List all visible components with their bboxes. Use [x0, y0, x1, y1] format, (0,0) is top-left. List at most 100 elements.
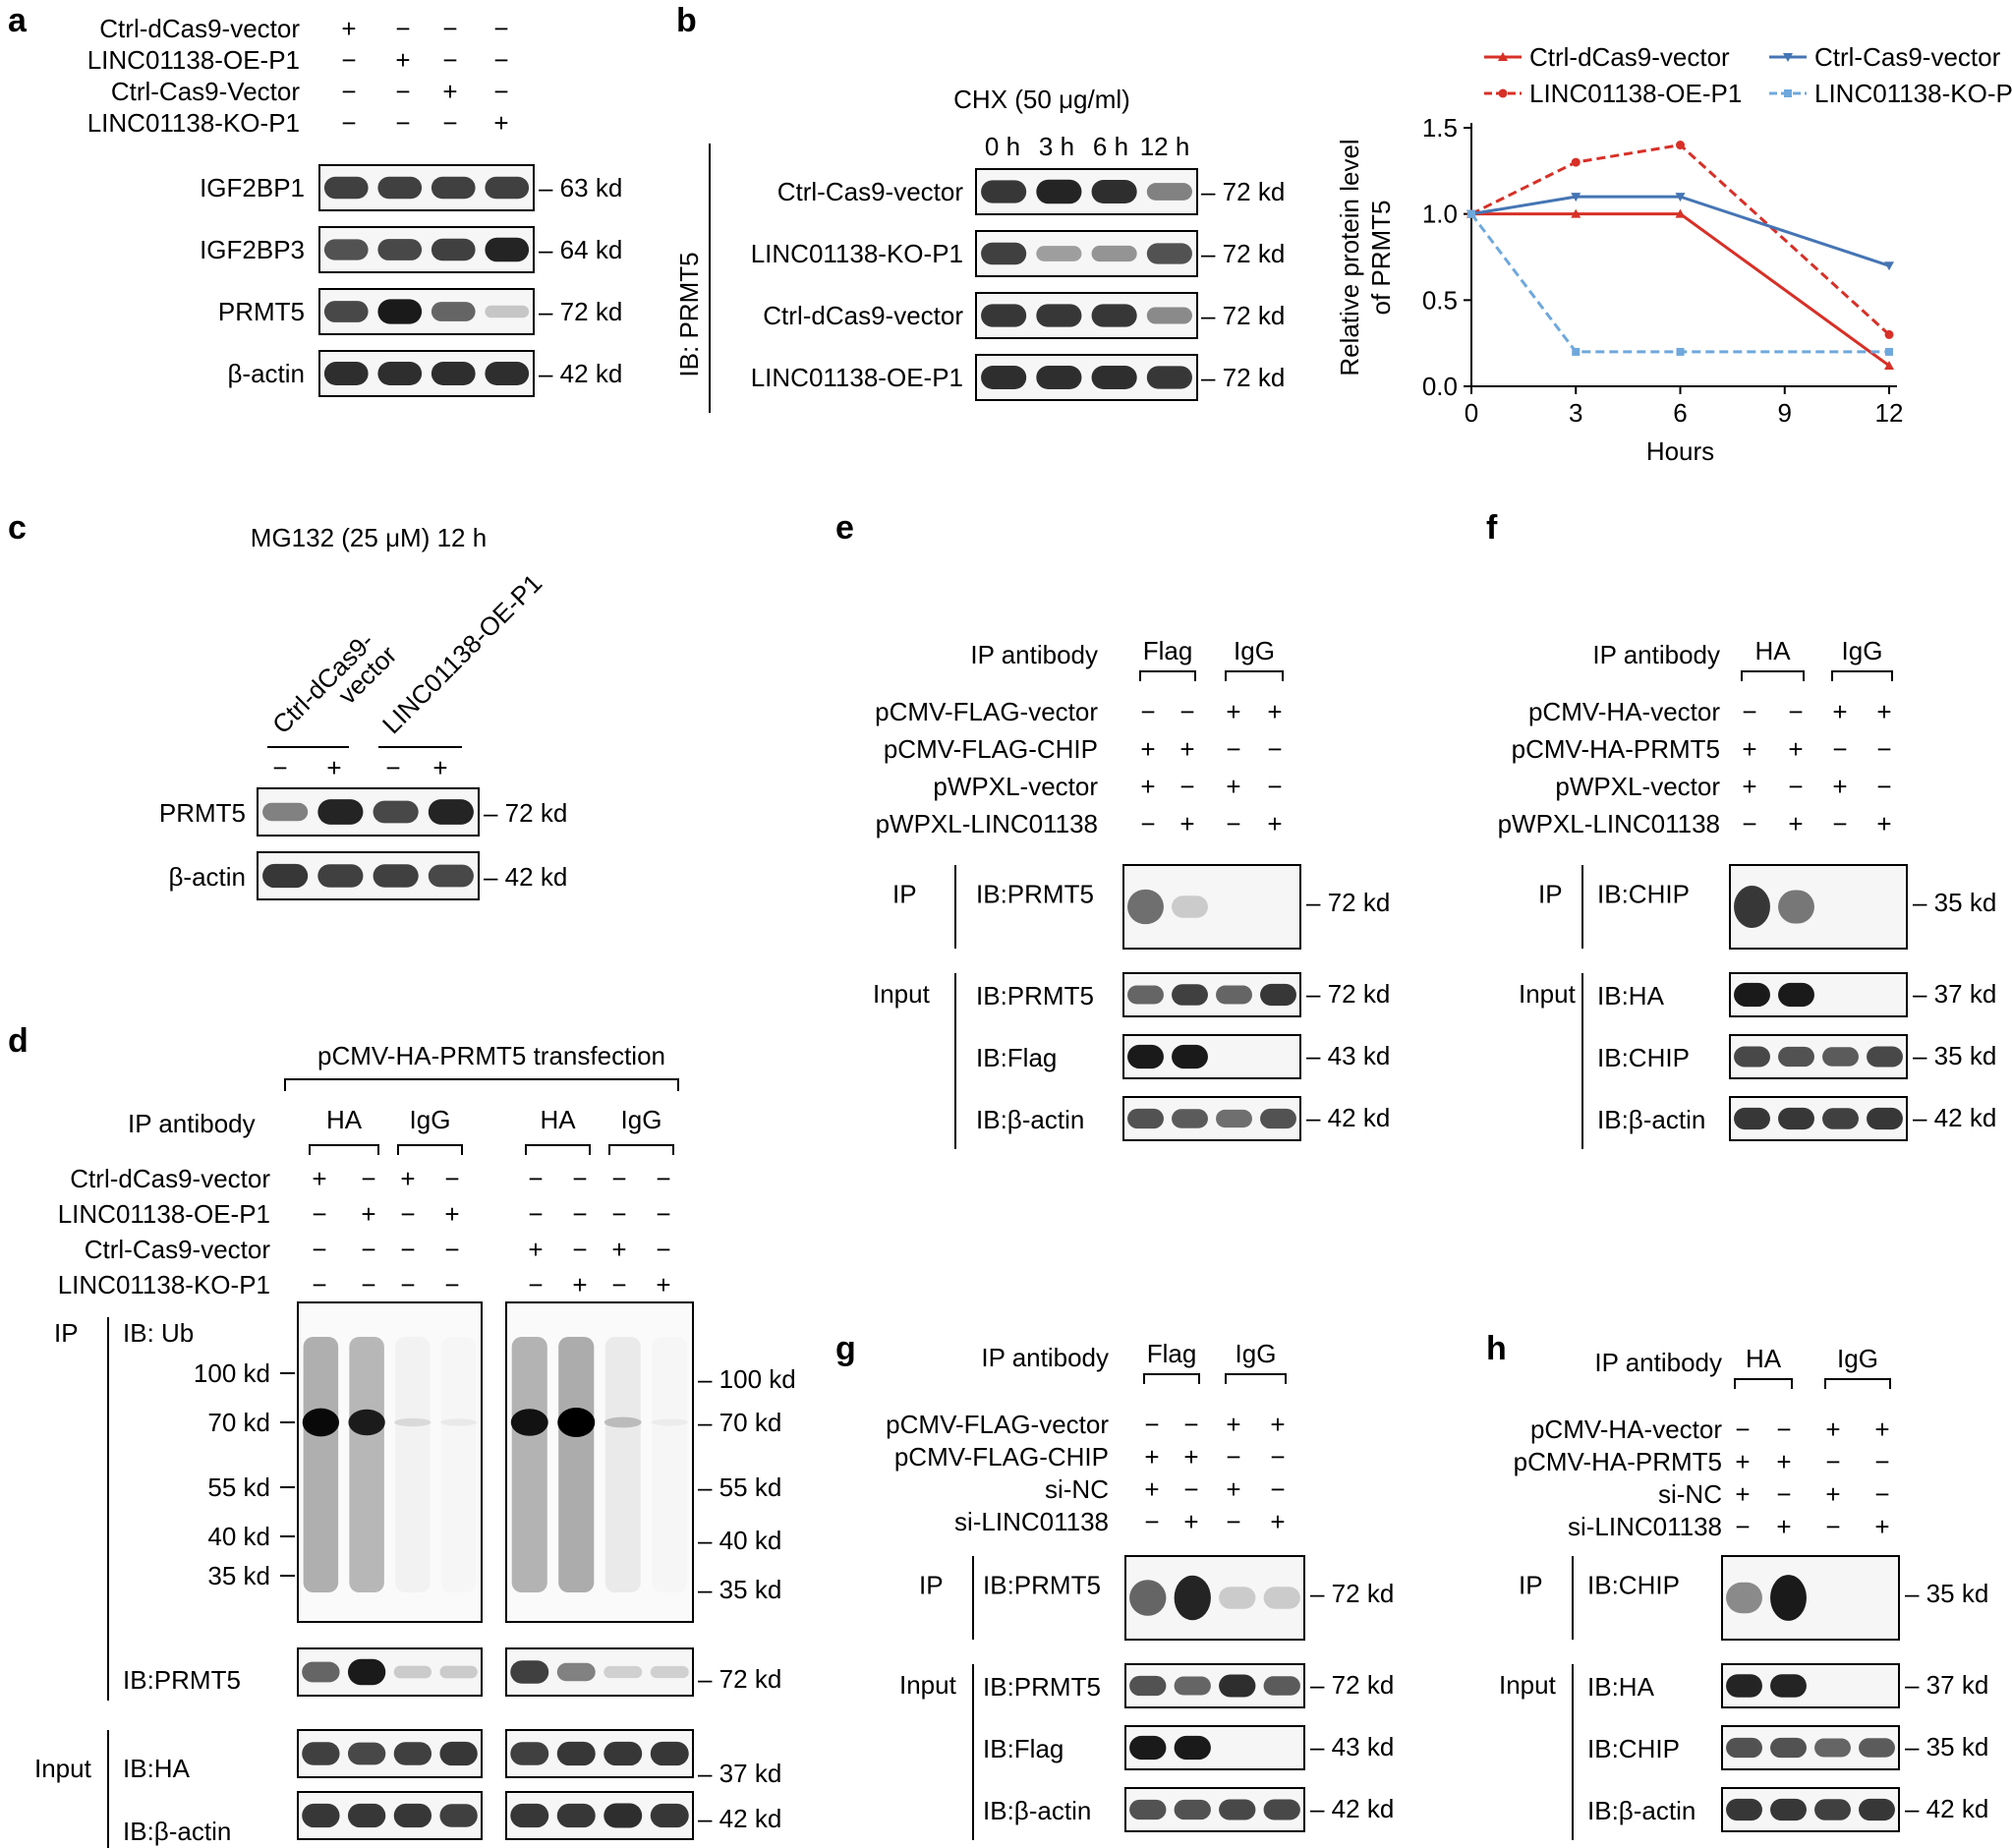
- panel-d-ha-a-band-1: [347, 1742, 386, 1765]
- panel-h-input-blot-2-band-0: [1726, 1798, 1762, 1821]
- chart-x-tick-label-4: 12: [1875, 398, 1904, 428]
- chart-legend-label-3: LINC01138-KO-P1: [1814, 79, 2012, 108]
- panel-a-row-label-2: Ctrl-Cas9-Vector: [111, 77, 300, 106]
- panel-b-blot-0-band-0: [981, 180, 1027, 203]
- panel-g-row-2-sign-2: +: [1226, 1474, 1240, 1504]
- panel-b-blot-0-band-2: [1091, 180, 1137, 203]
- panel-h-ip-blot-band-0: [1726, 1582, 1762, 1614]
- panel-b-treatment: CHX (50 μg/ml): [953, 85, 1130, 114]
- panel-d-actin-a-band-3: [439, 1804, 478, 1827]
- panel-d-ip-bracket-0: [309, 1144, 379, 1155]
- panel-h-ip-blot-band-1: [1770, 1575, 1807, 1621]
- chart-series-line-3: [1469, 212, 1889, 354]
- panel-a-row-1-sign-2: −: [442, 45, 457, 75]
- panel-h-row-3-sign-0: −: [1735, 1512, 1750, 1541]
- panel-g-row-3-sign-0: −: [1144, 1507, 1159, 1536]
- chart-y-tick-label-2: 1.0: [1422, 200, 1458, 229]
- panel-g-input-blot-size-0: – 72 kd: [1310, 1670, 1394, 1700]
- panel-h-row-label-1: pCMV-HA-PRMT5: [1514, 1447, 1722, 1476]
- panel-g-row-1-sign-3: −: [1270, 1442, 1285, 1472]
- panel-e-row-0-sign-2: +: [1226, 697, 1240, 726]
- panel-e-ip-blot-size: – 72 kd: [1306, 888, 1390, 917]
- panel-d-ub-smear-1-1: [558, 1337, 595, 1592]
- panel-d-ip-bracket-3: [608, 1144, 674, 1155]
- panel-e-row-0-sign-3: +: [1267, 697, 1282, 726]
- panel-d-row-2-sign-5: −: [572, 1235, 587, 1264]
- chart-point-1-2: [1676, 141, 1685, 150]
- panel-a-row-1-sign-3: −: [493, 45, 508, 75]
- panel-g-input-blot-0-band-2: [1219, 1674, 1256, 1698]
- panel-g-row-2-sign-1: −: [1183, 1474, 1198, 1504]
- panel-c-sign-0: −: [272, 753, 287, 782]
- panel-d-row-2-sign-7: −: [656, 1235, 670, 1264]
- panel-e-input-blot-size-0: – 72 kd: [1306, 979, 1390, 1009]
- panel-letter-f: f: [1486, 509, 1498, 547]
- panel-g-group-1: IgG: [1236, 1339, 1277, 1368]
- panel-f-ip-blot-band-0: [1734, 886, 1770, 928]
- panel-e-row-3-sign-0: −: [1140, 809, 1155, 838]
- panel-e-row-0-sign-0: −: [1140, 697, 1155, 726]
- panel-d-ib-actin: IB:β-actin: [123, 1817, 231, 1846]
- panel-f-row-3-sign-0: −: [1742, 809, 1756, 838]
- panel-e-input-blot-label-1: IB:Flag: [976, 1043, 1057, 1072]
- panel-d-row-0-sign-2: +: [400, 1164, 415, 1193]
- panel-f-ip-blot-label: IB:CHIP: [1597, 879, 1690, 908]
- panel-h-row-1-sign-3: −: [1874, 1447, 1889, 1476]
- panel-e-ip-blot-band-1: [1172, 895, 1208, 918]
- panel-a-row-3-sign-2: −: [442, 108, 457, 138]
- panel-a-size-0: – 63 kd: [539, 173, 622, 202]
- panel-g-input: Input: [899, 1670, 957, 1700]
- panel-e-row-label-0: pCMV-FLAG-vector: [875, 697, 1098, 726]
- panel-b-blot-1-band-0: [981, 242, 1027, 265]
- chart-x-tick-label-2: 6: [1673, 398, 1687, 428]
- panel-f-input-blot-size-1: – 35 kd: [1913, 1041, 1996, 1070]
- panel-h-row-label-3: si-LINC01138: [1568, 1512, 1722, 1541]
- chart-legend-marker-0: [1498, 52, 1508, 61]
- panel-f-input-blot-size-0: – 37 kd: [1913, 979, 1996, 1009]
- panel-e-row-label-3: pWPXL-LINC01138: [876, 809, 1098, 838]
- panel-a-blot-0-band-1: [377, 176, 423, 200]
- panel-d-ub-smear-1-2: [604, 1337, 641, 1592]
- panel-d-ip-antibody: IP antibody: [128, 1109, 256, 1138]
- panel-e-group-bracket-1: [1225, 670, 1284, 681]
- panel-d-row-1-sign-2: −: [400, 1199, 415, 1229]
- chart-x-tick-label-0: 0: [1465, 398, 1478, 428]
- panel-d-marker-right-3: – 40 kd: [698, 1526, 781, 1555]
- panel-d-row-3-sign-1: −: [361, 1270, 375, 1299]
- panel-h-ip-antibody: IP antibody: [1594, 1348, 1722, 1377]
- panel-a-row-2-sign-3: −: [493, 77, 508, 106]
- panel-d-transfection: pCMV-HA-PRMT5 transfection: [317, 1041, 665, 1070]
- panel-a-blot-label-1: IGF2BP3: [200, 235, 305, 264]
- panel-b-blot-3-band-2: [1091, 366, 1137, 389]
- panel-e-row-2-sign-2: +: [1226, 772, 1240, 801]
- chart-x-label: Hours: [1646, 436, 1714, 466]
- panel-b-blot-3-band-0: [981, 366, 1027, 389]
- panel-c-blot-1-band-0: [262, 863, 309, 889]
- panel-f-input-blot-2-band-0: [1734, 1107, 1770, 1130]
- panel-d-marker-left-3: 40 kd: [207, 1522, 270, 1551]
- chart-legend-label-1: LINC01138-OE-P1: [1529, 79, 1742, 108]
- panel-d-ip-bracket-2: [525, 1144, 591, 1155]
- panel-b-blot-2-band-1: [1036, 304, 1082, 327]
- panel-g-ip-blot-band-3: [1263, 1587, 1300, 1609]
- panel-letter-b: b: [676, 2, 697, 39]
- panel-d-actin-b-band-2: [604, 1803, 643, 1828]
- panel-c-blot-1-band-3: [428, 864, 474, 888]
- panel-d-prmt5-a-band-2: [393, 1665, 432, 1679]
- chart-point-3-0: [1467, 209, 1475, 218]
- panel-f-group-bracket-0: [1741, 670, 1805, 681]
- panel-h-input-blot-0-band-1: [1770, 1674, 1807, 1698]
- panel-f-input: Input: [1519, 979, 1577, 1009]
- panel-h-row-3-sign-2: −: [1825, 1512, 1840, 1541]
- panel-a-blot-3-band-1: [377, 362, 423, 385]
- panel-g-row-2-sign-0: +: [1144, 1474, 1159, 1504]
- panel-g-input-blot-2-band-3: [1263, 1799, 1300, 1820]
- panel-d-marker-right-1: – 70 kd: [698, 1408, 781, 1437]
- panel-g-input-blot-label-2: IB:β-actin: [983, 1796, 1091, 1825]
- panel-d-row-2-sign-4: +: [528, 1235, 543, 1264]
- chart-legend-marker-2: [1783, 53, 1793, 62]
- panel-f-input-blot-2-band-3: [1867, 1107, 1903, 1130]
- panel-d-marker-left-0: 100 kd: [194, 1358, 270, 1388]
- panel-e-row-2-sign-1: −: [1179, 772, 1194, 801]
- panel-e-input-blot-size-1: – 43 kd: [1306, 1041, 1390, 1070]
